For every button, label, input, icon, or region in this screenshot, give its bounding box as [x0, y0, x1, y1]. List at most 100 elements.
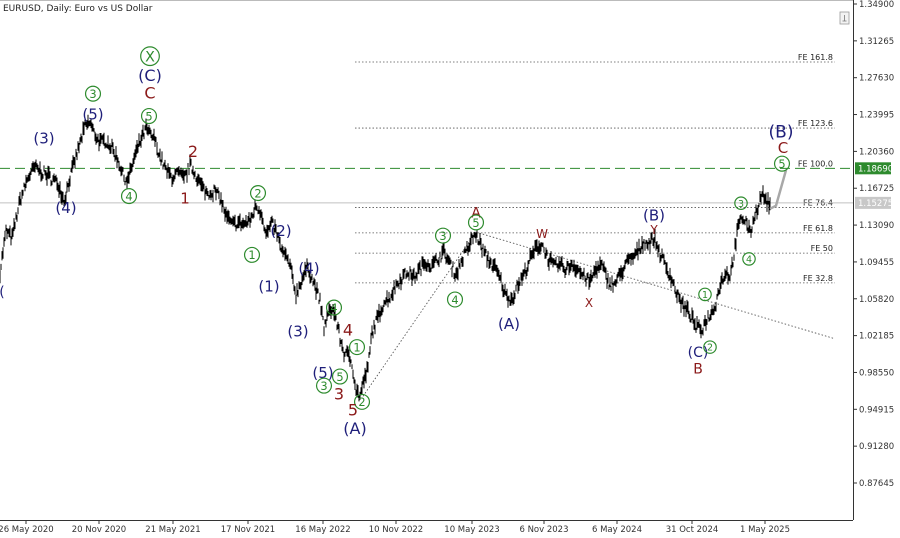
wave-label-circle [325, 299, 343, 316]
fib-label: FE 161.8 [798, 53, 833, 62]
wave-label: (4) [298, 259, 319, 277]
wave-label: 5 [472, 216, 479, 230]
wave-label: (B) [769, 122, 794, 142]
wave-label-circle [434, 227, 452, 244]
wave-label: Y [649, 223, 658, 237]
y-tick-label: 1.13090 [859, 221, 894, 231]
wave-label: C [778, 139, 788, 157]
wave-label: (B) [643, 207, 665, 225]
wave-label: (3) [287, 322, 308, 340]
wave-label: (C) [138, 66, 162, 85]
wave-label: 4 [451, 293, 458, 307]
fib-100-price-tag [855, 162, 891, 175]
fib-levels-layer: FE 161.8FE 123.6FE 100.0FE 76.4FE 61.8FE… [0, 53, 853, 284]
y-tick-label: 0.87645 [859, 479, 894, 489]
wave-label: 3 [334, 385, 344, 404]
fib-label: FE 123.6 [798, 119, 833, 128]
fib-label: FE 61.8 [803, 224, 833, 233]
wave-label-circle [348, 339, 366, 356]
wave-label-circle [734, 196, 748, 210]
wave-label: 5 [336, 370, 343, 384]
wave-label: 3 [89, 87, 96, 101]
y-tick-label: 1.31265 [859, 37, 894, 47]
x-tick-label: 20 Nov 2020 [72, 525, 126, 535]
x-tick-label: 26 May 2020 [0, 525, 54, 535]
wave-label: 1 [248, 248, 255, 262]
x-axis: 26 May 2020 20 Nov 2020 21 May 2021 17 Nov … [0, 520, 790, 535]
wave-label: (C) [688, 345, 709, 361]
y-tick-label: 1.34900 [859, 0, 894, 10]
x-tick-label: 10 Nov 2022 [369, 525, 423, 535]
current-price-tag [855, 196, 891, 209]
wave-label: (A) [343, 419, 366, 438]
wave-label: 5 [778, 157, 785, 171]
trend-lines-layer [362, 231, 835, 397]
wave-label: 3 [738, 199, 744, 210]
wave-label: 4 [746, 255, 752, 266]
wave-label-circle [698, 287, 712, 302]
wave-label: A [471, 205, 481, 221]
y-tick-label: 0.91280 [859, 442, 894, 452]
wave-label-circle [353, 393, 371, 410]
chart-frame [0, 0, 854, 521]
wave-label: C [144, 83, 155, 102]
wave-label: X [145, 50, 155, 66]
wave-label: 5 [348, 401, 358, 420]
wave-label: 1 [702, 290, 708, 301]
x-tick-label: 10 May 2023 [444, 525, 499, 535]
wave-label: B [693, 361, 703, 377]
wave-label-circle [773, 155, 791, 172]
x-tick-label: 21 May 2021 [145, 525, 200, 535]
wave-label-circle [315, 377, 333, 394]
wave-label: 5 [145, 109, 152, 123]
wave-label: W [536, 227, 548, 241]
wave-label: 2 [358, 395, 365, 409]
y-tick-label: 1.05820 [859, 295, 894, 305]
price-tag-label: 1.18690 [858, 164, 893, 174]
wave-label: 3 [320, 379, 327, 393]
wave-label: 2 [188, 142, 198, 161]
wave-label: (2) [270, 222, 291, 240]
y-tick-label: 0.94915 [859, 405, 894, 415]
wave-label-circle [140, 46, 160, 67]
wave-label: ( [0, 284, 5, 300]
y-axis: 1.34900 1.31265 1.27630 1.23995 1.20360 1.167… [853, 0, 894, 489]
wave-label: 3 [439, 229, 446, 243]
wave-label-circle [446, 291, 464, 308]
wave-label: (4) [55, 199, 76, 217]
wave-label: (5) [312, 364, 333, 382]
wave-label-circle [331, 368, 349, 385]
wave-label: 1 [180, 190, 190, 208]
wave-label: 2 [254, 186, 261, 200]
price-series-layer [0, 114, 788, 402]
wave-label: (3) [33, 130, 54, 148]
chart-scroll-icon[interactable] [839, 11, 850, 25]
wave-label: (5) [82, 105, 103, 123]
wave-label-circle [703, 340, 717, 354]
x-tick-label: 31 Oct 2024 [666, 525, 719, 535]
chart-title: EURUSD, Daily: Euro vs US Dollar [3, 4, 153, 14]
wave-label-circle [467, 214, 485, 231]
y-tick-label: 1.27630 [859, 74, 894, 84]
wave-label-circle [84, 85, 102, 102]
wave-label: (A) [498, 315, 520, 333]
x-tick-label: 16 May 2022 [295, 525, 350, 535]
y-tick-label: 1.02185 [859, 332, 894, 342]
y-tick-label: 0.98550 [859, 368, 894, 378]
x-tick-label: 17 Nov 2021 [221, 525, 275, 535]
price-tag-label: 1.15275 [858, 199, 893, 209]
price-bars [0, 114, 771, 402]
price-tags-layer: 1.18690 1.15275 [855, 162, 893, 209]
wave-label-circle [140, 107, 158, 125]
trend-line [475, 231, 835, 339]
wave-label-circle [120, 188, 138, 205]
wave-label: 4 [330, 301, 337, 315]
wave-label: X [585, 296, 593, 310]
wave-label: 2 [707, 343, 713, 354]
y-tick-label: 1.09455 [859, 258, 894, 268]
x-tick-label: 1 May 2025 [740, 525, 790, 535]
fib-label: FE 50 [811, 244, 833, 253]
fib-label: FE 100.0 [798, 159, 833, 168]
